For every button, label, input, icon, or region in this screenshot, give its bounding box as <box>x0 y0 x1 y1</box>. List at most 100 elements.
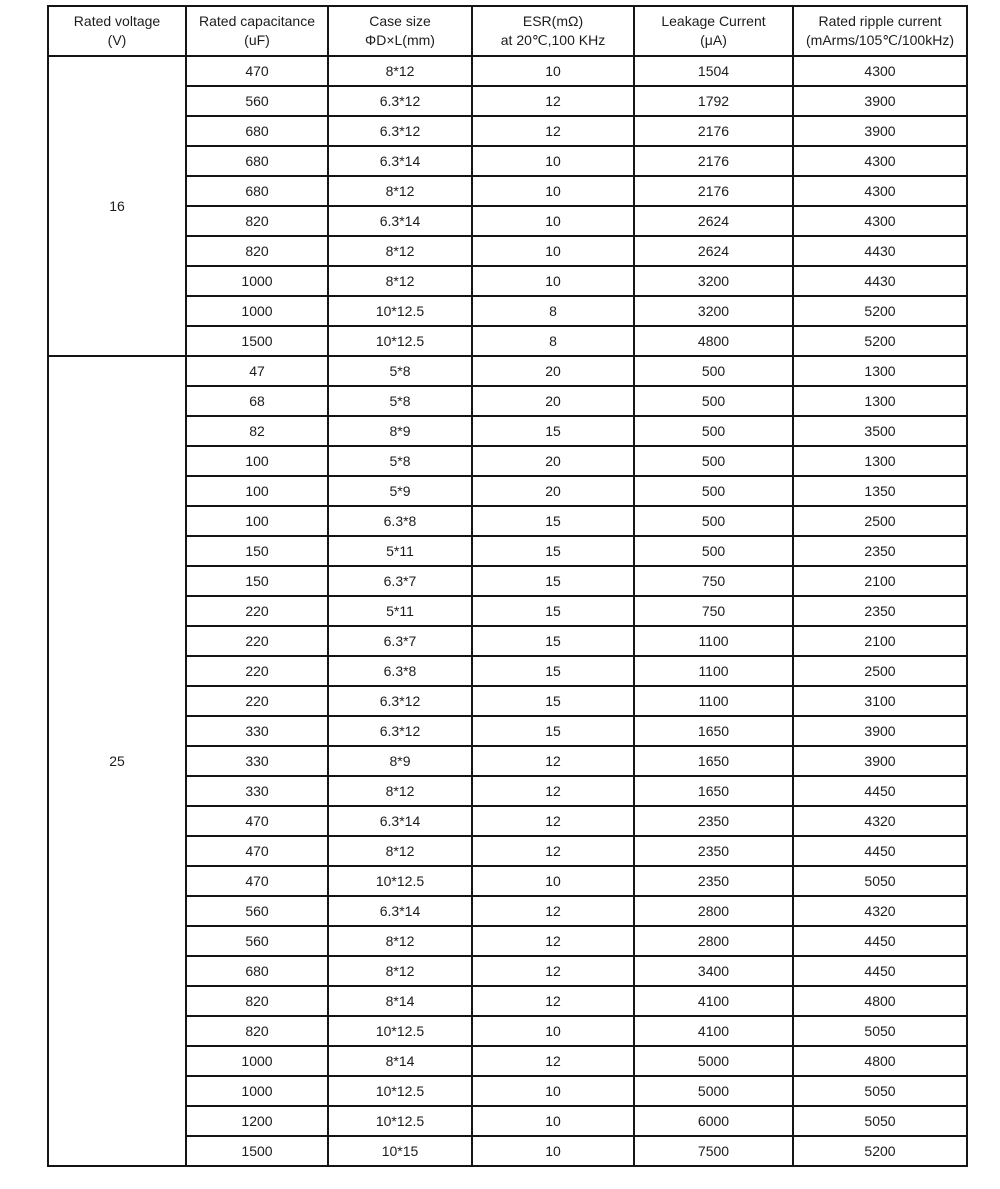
case-size-cell: 8*12 <box>327 775 473 807</box>
capacitance-cell: 1000 <box>185 265 329 297</box>
ripple-current-cell: 3100 <box>792 685 968 717</box>
ripple-current-cell: 4300 <box>792 205 968 237</box>
case-size-cell: 6.3*14 <box>327 145 473 177</box>
esr-cell: 12 <box>471 925 635 957</box>
case-size-cell: 5*8 <box>327 445 473 477</box>
case-size-cell: 6.3*14 <box>327 895 473 927</box>
esr-cell: 12 <box>471 85 635 117</box>
esr-cell: 15 <box>471 415 635 447</box>
ripple-current-cell: 5050 <box>792 1075 968 1107</box>
leakage-current-cell: 4800 <box>633 325 794 357</box>
header-line: ESR(mΩ) <box>522 13 584 30</box>
capacitance-cell: 470 <box>185 55 329 87</box>
esr-cell: 10 <box>471 235 635 267</box>
leakage-current-cell: 2800 <box>633 895 794 927</box>
header-line: (V) <box>107 32 127 48</box>
esr-cell: 8 <box>471 295 635 327</box>
capacitance-cell: 470 <box>185 865 329 897</box>
table-row: 100 6.3*8 15 500 2500 <box>48 505 968 537</box>
ripple-current-cell: 1350 <box>792 475 968 507</box>
table-row: 220 6.3*12 15 1100 3100 <box>48 685 968 717</box>
case-size-cell: 5*9 <box>327 475 473 507</box>
table-row: 820 8*14 12 4100 4800 <box>48 985 968 1017</box>
leakage-current-cell: 1100 <box>633 685 794 717</box>
table-row: 560 6.3*12 12 1792 3900 <box>48 85 968 117</box>
ripple-current-cell: 4300 <box>792 175 968 207</box>
case-size-cell: 5*11 <box>327 595 473 627</box>
capacitance-cell: 680 <box>185 145 329 177</box>
esr-cell: 12 <box>471 745 635 777</box>
case-size-cell: 6.3*7 <box>327 625 473 657</box>
leakage-current-cell: 2800 <box>633 925 794 957</box>
capacitance-cell: 1500 <box>185 1135 329 1167</box>
ripple-current-cell: 3900 <box>792 115 968 147</box>
leakage-current-cell: 1650 <box>633 775 794 807</box>
case-size-cell: 10*12.5 <box>327 295 473 327</box>
case-size-cell: 6.3*12 <box>327 685 473 717</box>
table-row: 220 6.3*8 15 1100 2500 <box>48 655 968 687</box>
ripple-current-cell: 5050 <box>792 865 968 897</box>
capacitance-cell: 680 <box>185 175 329 207</box>
header-line: ΦD×L(mm) <box>365 32 435 48</box>
leakage-current-cell: 2624 <box>633 235 794 267</box>
ripple-current-cell: 4430 <box>792 265 968 297</box>
table-row: 680 8*12 12 3400 4450 <box>48 955 968 987</box>
leakage-current-cell: 2176 <box>633 145 794 177</box>
leakage-current-cell: 500 <box>633 535 794 567</box>
capacitance-cell: 100 <box>185 505 329 537</box>
case-size-cell: 10*12.5 <box>327 325 473 357</box>
ripple-current-cell: 3900 <box>792 745 968 777</box>
table-row: 220 5*11 15 750 2350 <box>48 595 968 627</box>
capacitance-cell: 1000 <box>185 295 329 327</box>
table-row: 100 5*8 20 500 1300 <box>48 445 968 477</box>
leakage-current-cell: 1792 <box>633 85 794 117</box>
esr-cell: 15 <box>471 655 635 687</box>
leakage-current-cell: 2176 <box>633 115 794 147</box>
esr-cell: 12 <box>471 1045 635 1077</box>
table-row: 560 8*12 12 2800 4450 <box>48 925 968 957</box>
table-row: 1500 10*12.5 8 4800 5200 <box>48 325 968 357</box>
esr-cell: 20 <box>471 355 635 387</box>
esr-cell: 15 <box>471 685 635 717</box>
table-row: 1000 10*12.5 10 5000 5050 <box>48 1075 968 1107</box>
leakage-current-cell: 500 <box>633 445 794 477</box>
leakage-current-cell: 500 <box>633 415 794 447</box>
header-line: Case size <box>369 13 431 30</box>
case-size-cell: 6.3*12 <box>327 85 473 117</box>
case-size-cell: 6.3*14 <box>327 205 473 237</box>
esr-cell: 10 <box>471 865 635 897</box>
capacitance-cell: 820 <box>185 1015 329 1047</box>
capacitance-cell: 220 <box>185 685 329 717</box>
ripple-current-cell: 5200 <box>792 1135 968 1167</box>
leakage-current-cell: 2176 <box>633 175 794 207</box>
case-size-cell: 5*11 <box>327 535 473 567</box>
ripple-current-cell: 4320 <box>792 805 968 837</box>
esr-cell: 20 <box>471 445 635 477</box>
capacitance-cell: 68 <box>185 385 329 417</box>
table-row: 82 8*9 15 500 3500 <box>48 415 968 447</box>
capacitance-cell: 330 <box>185 775 329 807</box>
ripple-current-cell: 3500 <box>792 415 968 447</box>
ripple-current-cell: 2100 <box>792 565 968 597</box>
esr-cell: 10 <box>471 175 635 207</box>
leakage-current-cell: 500 <box>633 385 794 417</box>
leakage-current-cell: 750 <box>633 565 794 597</box>
case-size-cell: 8*14 <box>327 1045 473 1077</box>
capacitance-cell: 100 <box>185 475 329 507</box>
capacitance-cell: 150 <box>185 565 329 597</box>
leakage-current-cell: 1100 <box>633 655 794 687</box>
table-row: 1000 10*12.5 8 3200 5200 <box>48 295 968 327</box>
esr-cell: 8 <box>471 325 635 357</box>
capacitance-cell: 1000 <box>185 1045 329 1077</box>
header-line: at 20℃,100 KHz <box>500 32 606 48</box>
case-size-cell: 6.3*14 <box>327 805 473 837</box>
ripple-current-cell: 5050 <box>792 1015 968 1047</box>
ripple-current-cell: 1300 <box>792 355 968 387</box>
esr-cell: 15 <box>471 565 635 597</box>
capacitance-cell: 220 <box>185 595 329 627</box>
capacitance-cell: 680 <box>185 115 329 147</box>
table-row: 150 5*11 15 500 2350 <box>48 535 968 567</box>
case-size-cell: 10*12.5 <box>327 865 473 897</box>
ripple-current-cell: 5200 <box>792 295 968 327</box>
header-line: Leakage Current <box>661 13 766 30</box>
